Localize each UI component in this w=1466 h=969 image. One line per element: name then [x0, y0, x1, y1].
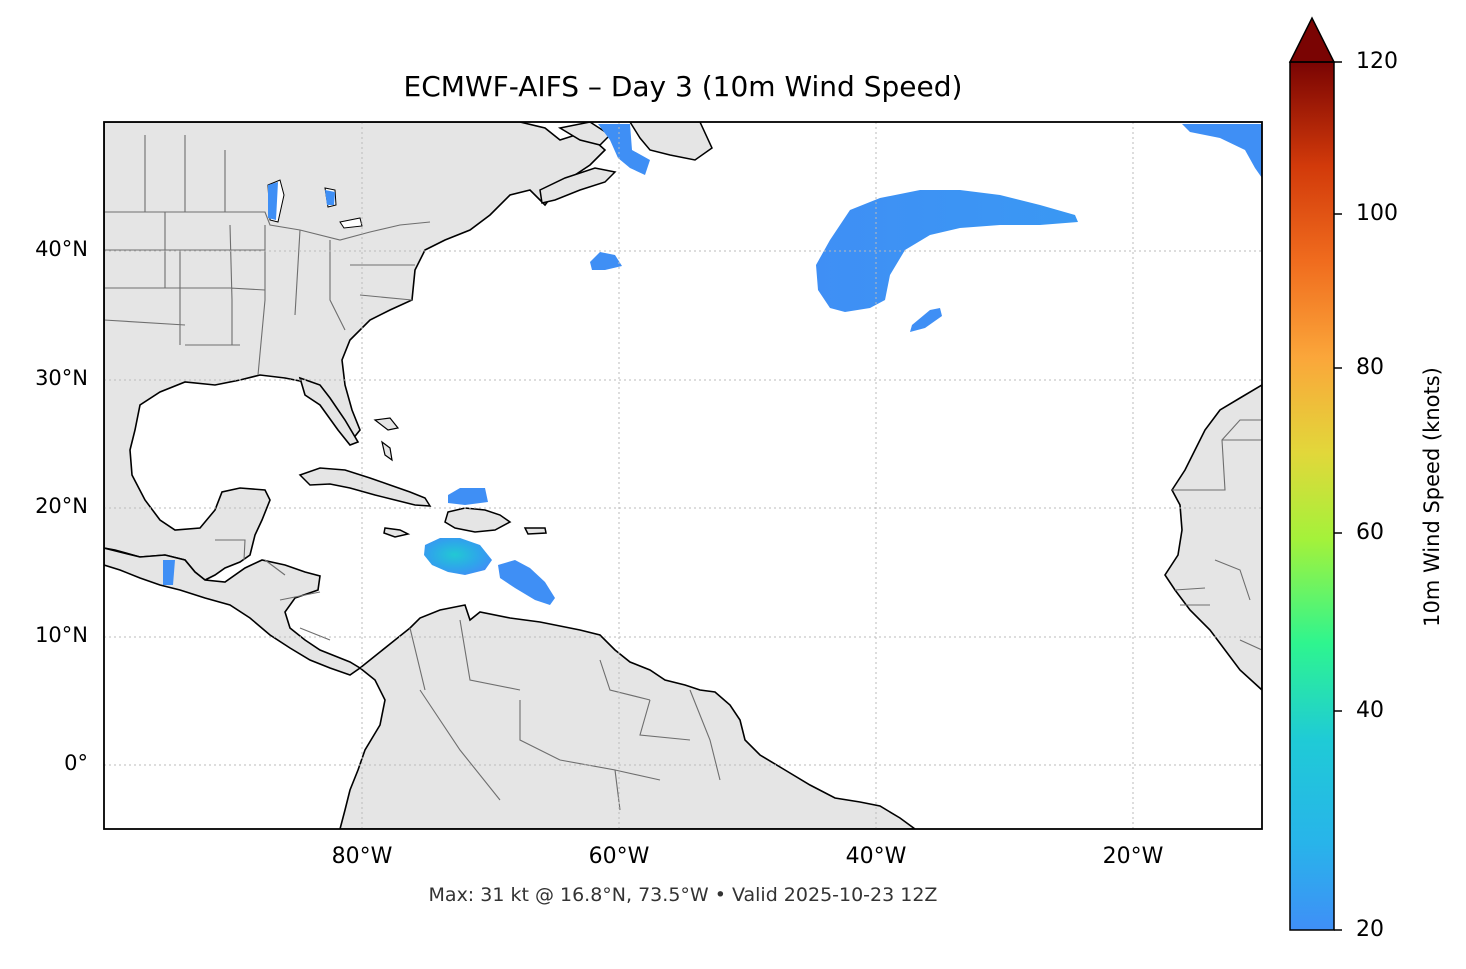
wind-swath-gulf-of-tehuantepec: [163, 560, 175, 585]
wind-swath-newfoundland-gale: [598, 124, 650, 175]
cuba-island: [298, 467, 432, 507]
lat-label-30n: 30°N: [35, 366, 88, 390]
south-america-land: [339, 604, 917, 829]
lat-label-20n: 20°N: [35, 494, 88, 518]
puerto-rico-island: [523, 527, 547, 535]
wind-swath-lesser-antilles-band: [498, 560, 555, 605]
map-title: ECMWF-AIFS – Day 3 (10m Wind Speed): [403, 70, 963, 103]
footer-max-info: Max: 31 kt @ 16.8°N, 73.5°W • Valid 2025…: [428, 884, 938, 906]
hispaniola-island: [444, 507, 512, 533]
bahamas-islands: [373, 417, 400, 462]
lat-label-40n: 40°N: [35, 237, 88, 261]
colorbar-gradient: [1290, 62, 1334, 930]
colorbar: [1288, 16, 1342, 931]
colorbar-tick-40: 40: [1356, 698, 1384, 723]
colorbar-tick-120: 120: [1356, 49, 1398, 74]
colorbar-tick-100: 100: [1356, 201, 1398, 226]
colorbar-tick-80: 80: [1356, 355, 1384, 380]
lon-label-40w: 40°W: [845, 844, 907, 869]
jamaica-island: [383, 527, 411, 538]
florida-peninsula: [298, 376, 360, 446]
north-america-land: [104, 122, 607, 581]
wind-swath-bermuda: [590, 252, 622, 270]
lon-label-80w: 80°W: [331, 844, 393, 869]
wind-swath-hispaniola-jamaica-max: [424, 538, 492, 575]
west-africa-land: [1164, 384, 1262, 692]
lon-label-20w: 20°W: [1102, 844, 1164, 869]
wind-swath-northeast-atlantic: [1182, 124, 1262, 178]
nova-scotia-land: [539, 167, 617, 204]
newfoundland-land: [557, 122, 713, 161]
colorbar-extend-arrow: [1288, 16, 1336, 63]
wind-swath-great-lakes: [268, 182, 335, 220]
colorbar-label: 10m Wind Speed (knots): [1420, 367, 1444, 627]
lat-label-10n: 10°N: [35, 623, 88, 647]
political-borders: [104, 135, 1262, 811]
lon-label-60w: 60°W: [588, 844, 650, 869]
wind-swath-mid-atlantic-small: [910, 308, 942, 332]
wind-swath-mid-atlantic-jet: [816, 190, 1078, 312]
colorbar-tick-60: 60: [1356, 520, 1384, 545]
graticule: [104, 122, 1262, 829]
lat-label-0: 0°: [64, 751, 88, 775]
map-frame: [103, 121, 1263, 830]
colorbar-tick-20: 20: [1356, 917, 1384, 942]
wind-swath-bahamas: [448, 488, 488, 505]
